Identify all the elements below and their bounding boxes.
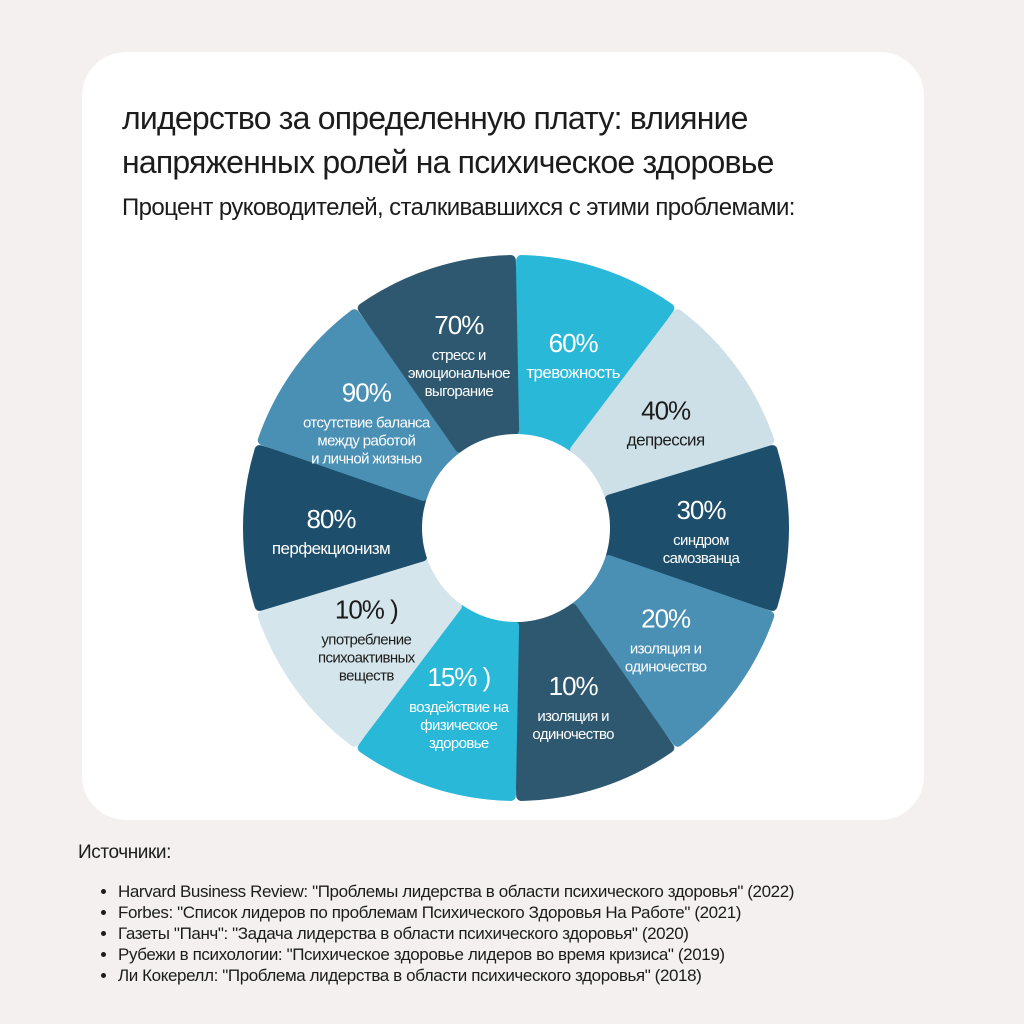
segment-category-label: депрессия	[627, 430, 705, 449]
segment-category-label: тревожность	[526, 363, 620, 382]
segment-category-label: психоактивных	[318, 650, 416, 667]
segment-category-label: веществ	[339, 668, 394, 685]
segment-value-label: 30%	[676, 495, 726, 525]
source-item: Рубежи в психологии: "Психическое здоров…	[118, 944, 978, 965]
segment-category-label: одиночество	[625, 659, 707, 676]
segment-category-label: выгорание	[425, 383, 494, 400]
segment-value-label: 40%	[641, 395, 691, 425]
donut-segment	[257, 555, 462, 747]
segment-value-label: 60%	[549, 328, 599, 358]
segment-value-label: 15% )	[427, 662, 490, 692]
segment-category-label: физическое	[420, 717, 497, 734]
donut-segment	[243, 445, 428, 611]
segment-category-label: самозванца	[663, 550, 741, 567]
segment-category-label: стресс и	[432, 347, 486, 364]
segment-category-label: изоляция и	[630, 641, 702, 658]
segment-category-label: здоровье	[429, 735, 489, 752]
segment-category-label: воздействие на	[409, 699, 510, 716]
segment-category-label: перфекционизм	[272, 539, 390, 558]
donut-segment	[604, 445, 789, 611]
chart-subtitle: Процент руководителей, сталкивавшихся с …	[122, 194, 795, 221]
segment-value-label: 80%	[306, 504, 356, 534]
segment-value-label: 10%	[549, 671, 599, 701]
segment-value-label: 10% )	[335, 595, 398, 625]
segment-category-label: отсутствие баланса	[303, 414, 431, 431]
segment-category-label: между работой	[317, 432, 415, 449]
donut-center-hole	[422, 434, 610, 622]
segment-category-label: эмоциональное	[408, 365, 510, 382]
source-item: Harvard Business Review: "Проблемы лидер…	[118, 881, 978, 902]
segment-category-label: и личной жизнью	[311, 450, 422, 467]
donut-segment	[512, 603, 675, 801]
donut-segment	[357, 255, 520, 453]
source-item: Forbes: "Список лидеров по проблемам Пси…	[118, 902, 978, 923]
segment-category-label: синдром	[673, 532, 729, 549]
source-item: Ли Кокерелл: "Проблема лидерства в облас…	[118, 965, 978, 986]
segment-value-label: 70%	[434, 310, 484, 340]
donut-segment	[357, 603, 520, 801]
source-item: Газеты "Панч": "Задача лидерства в облас…	[118, 923, 978, 944]
sources-section: Источники: Harvard Business Review: "Про…	[78, 842, 978, 986]
chart-title: лидерство за определенную плату: влияние…	[122, 100, 774, 180]
segment-category-label: одиночество	[532, 726, 614, 743]
donut-segment	[570, 309, 775, 501]
sources-title: Источники:	[78, 842, 172, 863]
donut-segment	[570, 555, 775, 747]
sources-list: Harvard Business Review: "Проблемы лидер…	[78, 881, 978, 986]
segment-value-label: 90%	[342, 377, 392, 407]
segment-category-label: изоляция и	[537, 708, 609, 725]
donut-segment	[512, 255, 675, 453]
segment-value-label: 20%	[641, 604, 691, 634]
segment-category-label: употребление	[321, 632, 411, 649]
donut-segment	[257, 309, 462, 501]
